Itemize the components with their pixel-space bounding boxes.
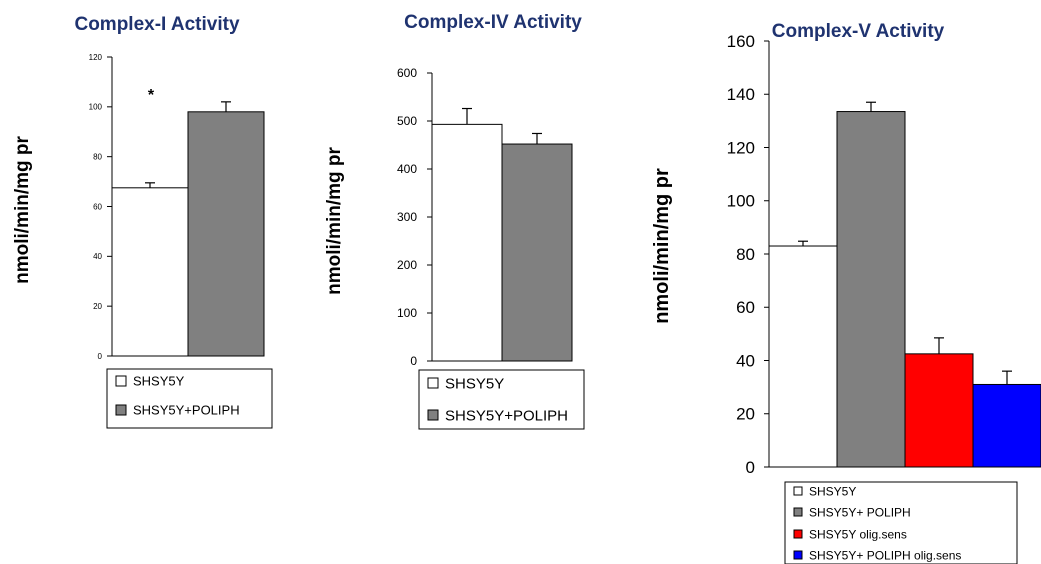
y-tick-label: 100 bbox=[397, 306, 417, 320]
legend-label-2: SHSY5Y+ POLIPH bbox=[809, 505, 911, 519]
legend: SHSY5Y SHSY5Y+POLIPH bbox=[418, 369, 585, 430]
legend: SHSY5Y SHSY5Y+POLIPH bbox=[106, 368, 273, 429]
y-tick-label: 400 bbox=[397, 162, 417, 176]
legend-swatch-2 bbox=[115, 404, 127, 416]
chart-title: Complex-V Activity bbox=[772, 21, 945, 42]
chart-title: Complex-I Activity bbox=[74, 14, 239, 35]
legend-label-4: SHSY5Y+ POLIPH olig.sens bbox=[809, 548, 961, 562]
bar-2 bbox=[187, 111, 265, 357]
legend-swatch-4 bbox=[793, 550, 803, 560]
y-tick-label: 200 bbox=[397, 258, 417, 272]
bar-1 bbox=[111, 187, 189, 357]
y-tick-label: 600 bbox=[397, 66, 417, 80]
y-tick-label: 40 bbox=[736, 351, 755, 370]
y-tick-label: 20 bbox=[93, 302, 102, 311]
y-tick-label: 140 bbox=[727, 85, 755, 104]
significance-annotation: * bbox=[148, 87, 155, 104]
y-tick-label: 40 bbox=[93, 252, 102, 261]
y-tick-label: 120 bbox=[89, 53, 103, 62]
bar-3 bbox=[904, 353, 974, 468]
y-tick-label: 100 bbox=[89, 103, 103, 112]
legend-swatch-2 bbox=[793, 507, 803, 517]
y-tick-label: 20 bbox=[736, 405, 755, 424]
legend-swatch-1 bbox=[793, 486, 803, 496]
y-tick-label: 60 bbox=[93, 202, 102, 211]
y-tick-label: 60 bbox=[736, 298, 755, 317]
y-tick-label: 0 bbox=[746, 458, 755, 477]
y-axis-label: nmoli/min/mg pr bbox=[324, 147, 345, 295]
bar-2 bbox=[836, 111, 906, 468]
legend-swatch-2 bbox=[427, 409, 439, 421]
bar-4 bbox=[972, 383, 1041, 468]
y-tick-label: 160 bbox=[727, 32, 755, 51]
chart-title: Complex-IV Activity bbox=[404, 12, 582, 33]
y-tick-label: 300 bbox=[397, 210, 417, 224]
chart-panel-3: Complex-V Activity nmoli/min/mg pr 0 20 40 60… bbox=[651, 21, 1041, 564]
legend-box bbox=[106, 368, 273, 429]
legend-swatch-3 bbox=[793, 529, 803, 539]
bar-2 bbox=[501, 143, 573, 362]
legend-label-3: SHSY5Y olig.sens bbox=[809, 527, 907, 541]
bar-1 bbox=[768, 245, 838, 468]
legend-box bbox=[418, 369, 585, 430]
y-tick-label: 80 bbox=[736, 245, 755, 264]
y-tick-label: 0 bbox=[98, 352, 103, 361]
y-tick-label: 80 bbox=[93, 152, 102, 161]
legend-swatch-1 bbox=[115, 375, 127, 387]
chart-panel-2: Complex-IV Activity nmoli/min/mg pr 0 100 20… bbox=[324, 12, 585, 430]
legend-swatch-1 bbox=[427, 377, 439, 389]
y-tick-label: 0 bbox=[410, 354, 417, 368]
y-axis-label: nmoli/min/mg pr bbox=[12, 136, 33, 284]
bar-1 bbox=[431, 123, 503, 362]
legend-label-2: SHSY5Y+POLIPH bbox=[445, 407, 568, 424]
chart-panel-1: Complex-I Activity nmoli/min/mg pr 0 20 40 60… bbox=[12, 14, 273, 429]
legend: SHSY5Y SHSY5Y+ POLIPH SHSY5Y olig.sens SHSY… bbox=[784, 481, 1018, 564]
legend-label-1: SHSY5Y bbox=[133, 374, 185, 389]
y-tick-label: 500 bbox=[397, 114, 417, 128]
legend-label-2: SHSY5Y+POLIPH bbox=[133, 403, 240, 418]
y-tick-label: 100 bbox=[727, 192, 755, 211]
y-axis-label: nmoli/min/mg pr bbox=[651, 168, 673, 324]
legend-label-1: SHSY5Y bbox=[809, 484, 856, 498]
legend-label-1: SHSY5Y bbox=[445, 375, 504, 392]
y-tick-label: 120 bbox=[727, 138, 755, 157]
legend-box bbox=[784, 481, 1018, 564]
